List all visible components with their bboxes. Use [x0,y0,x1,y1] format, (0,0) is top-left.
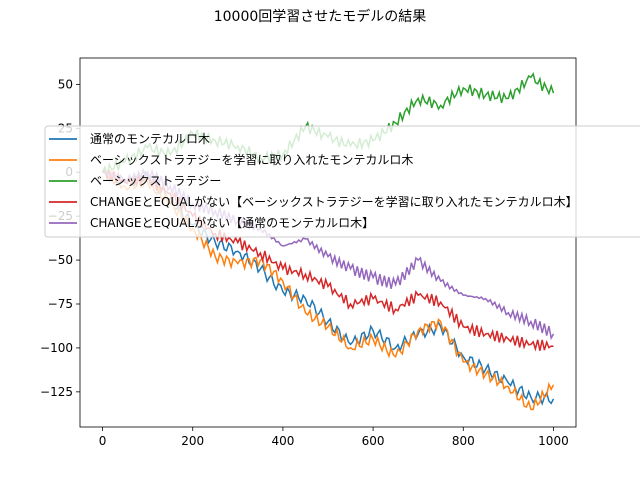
y-tick-label: −125 [40,385,73,399]
legend-label: CHANGEとEQUALがない【ベーシックストラテジーを学習に取り入れたモンテカ… [90,194,578,209]
x-tick-label: 0 [99,434,107,448]
y-tick-label: 50 [58,77,73,91]
plot-lines [101,72,555,411]
legend-label: ベーシックストラテジー [90,174,221,188]
x-tick-label: 600 [362,434,385,448]
x-tick-label: 800 [452,434,475,448]
x-tick-label: 200 [181,434,204,448]
x-axis: 0 200 400 600 800 1000 [99,427,569,448]
y-tick-label: −75 [48,297,73,311]
y-tick-label: −50 [48,253,73,267]
y-tick-label: −100 [40,341,73,355]
axes-frame [79,57,577,428]
legend-label: CHANGEとEQUALがない【通常のモンテカルロ木】 [90,215,374,230]
legend-label: ベーシックストラテジーを学習に取り入れたモンテカルロ木 [90,152,413,167]
x-tick-label: 400 [271,434,294,448]
legend-box [44,125,640,238]
legend: 通常のモンテカルロ木ベーシックストラテジーを学習に取り入れたモンテカルロ木ベーシ… [44,125,640,238]
chart-title: 10000回学習させたモデルの結果 [214,8,427,25]
legend-label: 通常のモンテカルロ木 [90,132,210,146]
x-tick-label: 1000 [538,434,569,448]
